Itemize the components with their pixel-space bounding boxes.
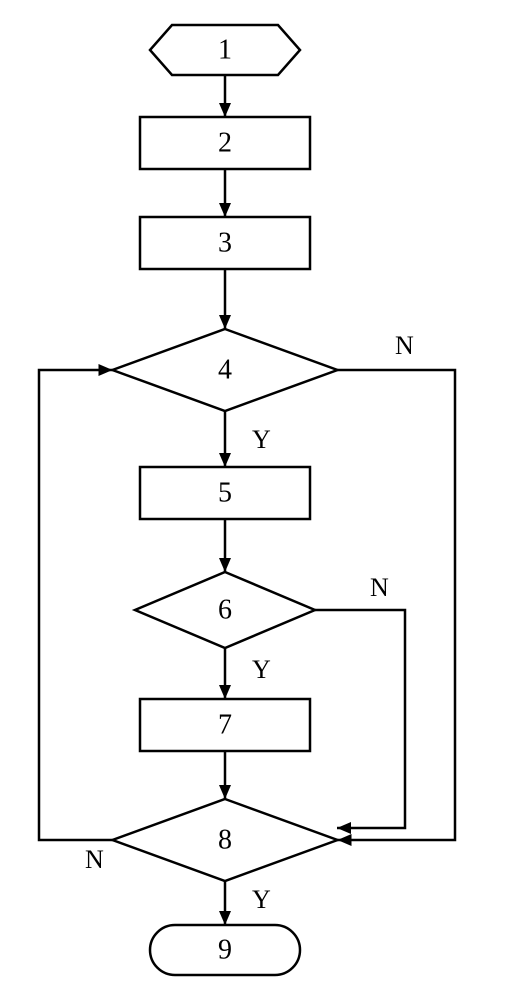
arrowhead-icon [219,558,231,572]
node-label: 9 [218,934,232,965]
edge-label: Y [252,655,271,684]
node-label: 4 [218,354,232,385]
node-label: 6 [218,594,232,625]
arrowhead-icon [337,822,351,834]
arrowhead-icon [219,911,231,925]
node-label: 2 [218,127,232,158]
arrowhead-icon [219,315,231,329]
node-label: 5 [218,477,232,508]
flow-edge [315,610,405,828]
node-label: 3 [218,227,232,258]
arrowhead-icon [219,453,231,467]
node-label: 7 [218,709,232,740]
arrowhead-icon [219,785,231,799]
edge-label: N [370,573,389,602]
arrowhead-icon [219,103,231,117]
edge-label: Y [252,425,271,454]
arrowhead-icon [219,203,231,217]
edge-label: N [85,845,104,874]
edge-label: N [395,331,414,360]
edge-label: Y [252,885,271,914]
arrowhead-icon [219,685,231,699]
node-label: 1 [218,34,232,65]
flow-edge [338,370,456,840]
node-label: 8 [218,824,232,855]
flow-edge [39,370,113,840]
